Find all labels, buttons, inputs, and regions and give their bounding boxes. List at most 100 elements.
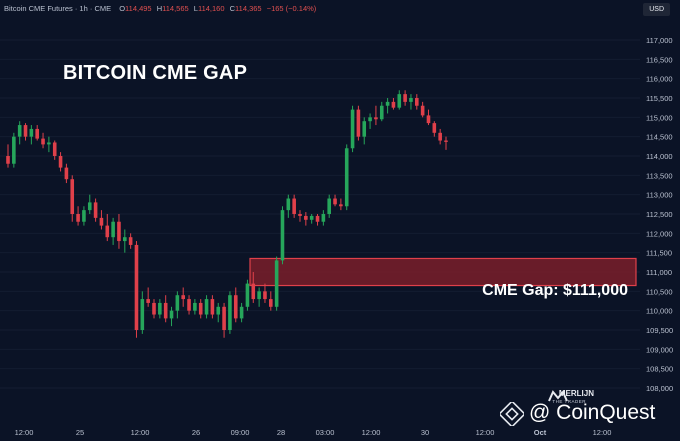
candle-body [379, 105, 384, 120]
candle [374, 105, 378, 126]
candle [47, 136, 51, 153]
candle-body [432, 123, 437, 133]
candle [257, 287, 261, 307]
gap-rectangle [249, 257, 637, 287]
candle-body [99, 217, 104, 226]
candle-body [228, 295, 232, 330]
candle-body [146, 299, 150, 303]
candle-body [339, 204, 343, 207]
candle-body [257, 291, 261, 300]
candle-body [163, 302, 168, 319]
candle [216, 302, 221, 323]
candle-body [47, 142, 51, 145]
candle [420, 101, 425, 118]
candle-body [438, 132, 442, 141]
candle [123, 229, 127, 253]
candle-body [41, 138, 45, 145]
candle [403, 90, 407, 106]
candle-body [58, 156, 63, 168]
candle [29, 125, 34, 145]
candle [87, 194, 92, 214]
price-tick-label: 114,500 [646, 133, 673, 142]
candle-body [134, 244, 139, 330]
candle-body [6, 156, 10, 164]
candle-body [187, 299, 191, 311]
candle [222, 302, 226, 338]
candle-body [17, 125, 22, 137]
candle-body [292, 198, 296, 214]
candle [169, 306, 174, 327]
candle-body [263, 291, 267, 300]
candle-body [245, 283, 250, 307]
candle-body [409, 98, 413, 102]
chart-title: BITCOIN CME GAP [63, 62, 248, 84]
candle [339, 198, 343, 211]
candle-body [158, 302, 162, 315]
candle [12, 132, 16, 168]
candle-body [76, 214, 80, 222]
candle [70, 175, 75, 222]
price-tick-label: 110,000 [646, 307, 673, 316]
candle-body [105, 225, 110, 238]
price-tick-label: 113,000 [646, 191, 673, 200]
low-value: 114,160 [197, 4, 225, 13]
time-tick-label: 26 [192, 428, 200, 437]
candle-body [181, 295, 185, 300]
candle-body [321, 214, 326, 222]
candle-body [315, 215, 320, 222]
price-tick-label: 108,500 [646, 365, 673, 374]
cme-gap-zone [249, 257, 637, 287]
candle-body [117, 221, 121, 242]
candle [93, 198, 98, 222]
time-tick-label: 09:00 [231, 428, 250, 437]
candle [286, 194, 291, 218]
candle [82, 206, 86, 226]
close-value: 114,365 [235, 4, 262, 13]
candle-body [327, 198, 331, 214]
candle [304, 212, 308, 226]
candle-body [210, 299, 215, 315]
candle [17, 121, 22, 145]
candle-body [420, 105, 425, 116]
candle-body [29, 128, 34, 137]
price-axis: 108,000 108,500 109,000 109,500 110,000 110,5… [646, 36, 673, 393]
candle [128, 233, 133, 249]
time-tick-label: 12:00 [362, 428, 381, 437]
time-axis: 12:00 25 12:00 26 09:00 28 03:00 12:00 30 12:00 Oc… [15, 428, 612, 437]
candle [146, 287, 150, 307]
candle [350, 105, 355, 153]
candle [163, 295, 168, 323]
candle-body [280, 210, 285, 261]
candle [23, 123, 28, 141]
price-tick-label: 114,000 [646, 152, 673, 161]
open-value: 114,495 [125, 4, 152, 13]
watermark-handle: @ CoinQuest [529, 401, 656, 424]
candle-body [362, 121, 367, 137]
candle-body [128, 237, 133, 245]
candle [52, 140, 57, 160]
candle [233, 287, 238, 323]
currency-button[interactable]: USD [643, 3, 670, 16]
price-tick-label: 116,000 [646, 75, 673, 84]
candle-body [140, 299, 145, 330]
symbol-legend: Bitcoin CME Futures · 1h · CME O114,495 … [4, 4, 316, 13]
candle [362, 117, 367, 145]
candle-body [274, 260, 279, 307]
time-tick-label: 03:00 [316, 428, 335, 437]
candle [344, 144, 349, 211]
watermark-brand: MERLIJN [558, 389, 594, 398]
candles [6, 90, 448, 338]
candle-body [374, 117, 378, 120]
price-tick-label: 108,000 [646, 384, 673, 393]
candle-body [309, 215, 314, 220]
candle-body [403, 94, 407, 102]
candle [263, 283, 267, 303]
binance-diamond-icon [500, 402, 524, 426]
candle-body [93, 202, 98, 218]
candle-body [350, 109, 355, 149]
candle-body [444, 140, 448, 142]
candle [64, 163, 69, 184]
candle-body [175, 295, 180, 311]
